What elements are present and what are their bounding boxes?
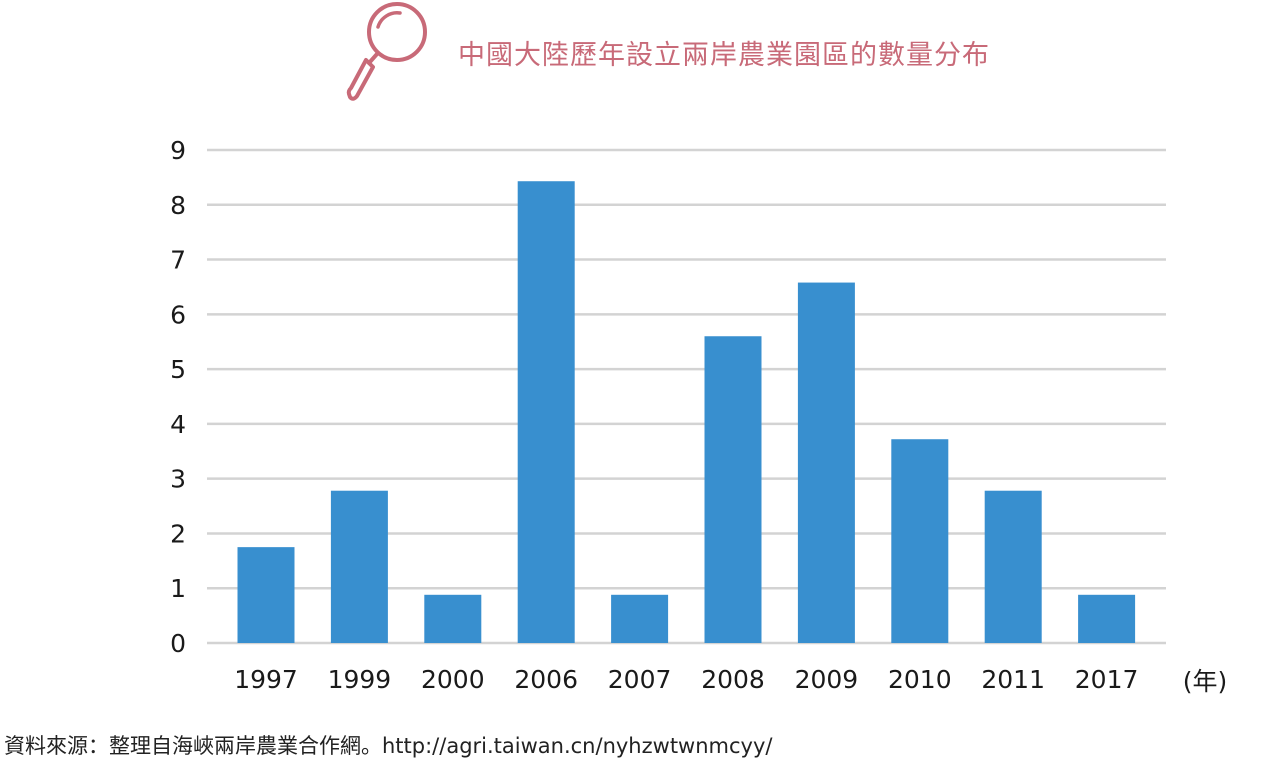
bar-2007 (611, 594, 669, 643)
bar-1997 (237, 547, 295, 643)
source-note: 資料來源：整理自海峽兩岸農業合作網。http://agri.taiwan.cn/… (4, 734, 773, 758)
x-tick-label: 1997 (234, 665, 298, 694)
chart-title: 中國大陸歷年設立兩岸農業園區的數量分布 (458, 40, 990, 71)
y-tick-label: 4 (170, 410, 186, 439)
y-tick-label: 6 (170, 300, 186, 329)
x-tick-label: 2006 (514, 665, 578, 694)
title-area: 中國大陸歷年設立兩岸農業園區的數量分布 (0, 0, 1266, 110)
x-tick-label: 2011 (981, 665, 1045, 694)
y-axis-ticks: 0 1 2 3 4 5 6 7 8 9 (170, 136, 186, 658)
bar-2010 (891, 439, 949, 643)
bar-2006 (517, 181, 575, 643)
bar-2009 (797, 282, 855, 643)
bar-1999 (330, 490, 388, 643)
y-tick-label: 3 (170, 465, 186, 494)
magnifier-icon (346, 2, 427, 101)
bar-chart: 0 1 2 3 4 5 6 7 8 9 1997 1999 2000 2006 2007 2008 2009 2… (170, 136, 1228, 696)
x-axis-label: (年) (1183, 667, 1228, 696)
x-tick-label: 2008 (701, 665, 765, 694)
bar-2011 (984, 490, 1042, 643)
x-axis-ticks: 1997 1999 2000 2006 2007 2008 2009 2010 2011 2017 (234, 665, 1138, 694)
y-tick-label: 9 (170, 136, 186, 165)
y-tick-label: 0 (170, 629, 186, 658)
x-tick-label: 1999 (328, 665, 392, 694)
x-tick-label: 2007 (608, 665, 672, 694)
bar-2008 (704, 336, 762, 643)
x-tick-label: 2009 (795, 665, 859, 694)
bar-2017 (1078, 594, 1136, 643)
y-tick-label: 1 (170, 574, 186, 603)
x-tick-label: 2017 (1075, 665, 1139, 694)
y-tick-label: 7 (170, 246, 186, 275)
bar-2000 (424, 594, 482, 643)
y-tick-label: 5 (170, 355, 186, 384)
x-tick-label: 2000 (421, 665, 485, 694)
x-tick-label: 2010 (888, 665, 952, 694)
y-tick-label: 2 (170, 519, 186, 548)
bars (237, 181, 1136, 643)
y-tick-label: 8 (170, 191, 186, 220)
